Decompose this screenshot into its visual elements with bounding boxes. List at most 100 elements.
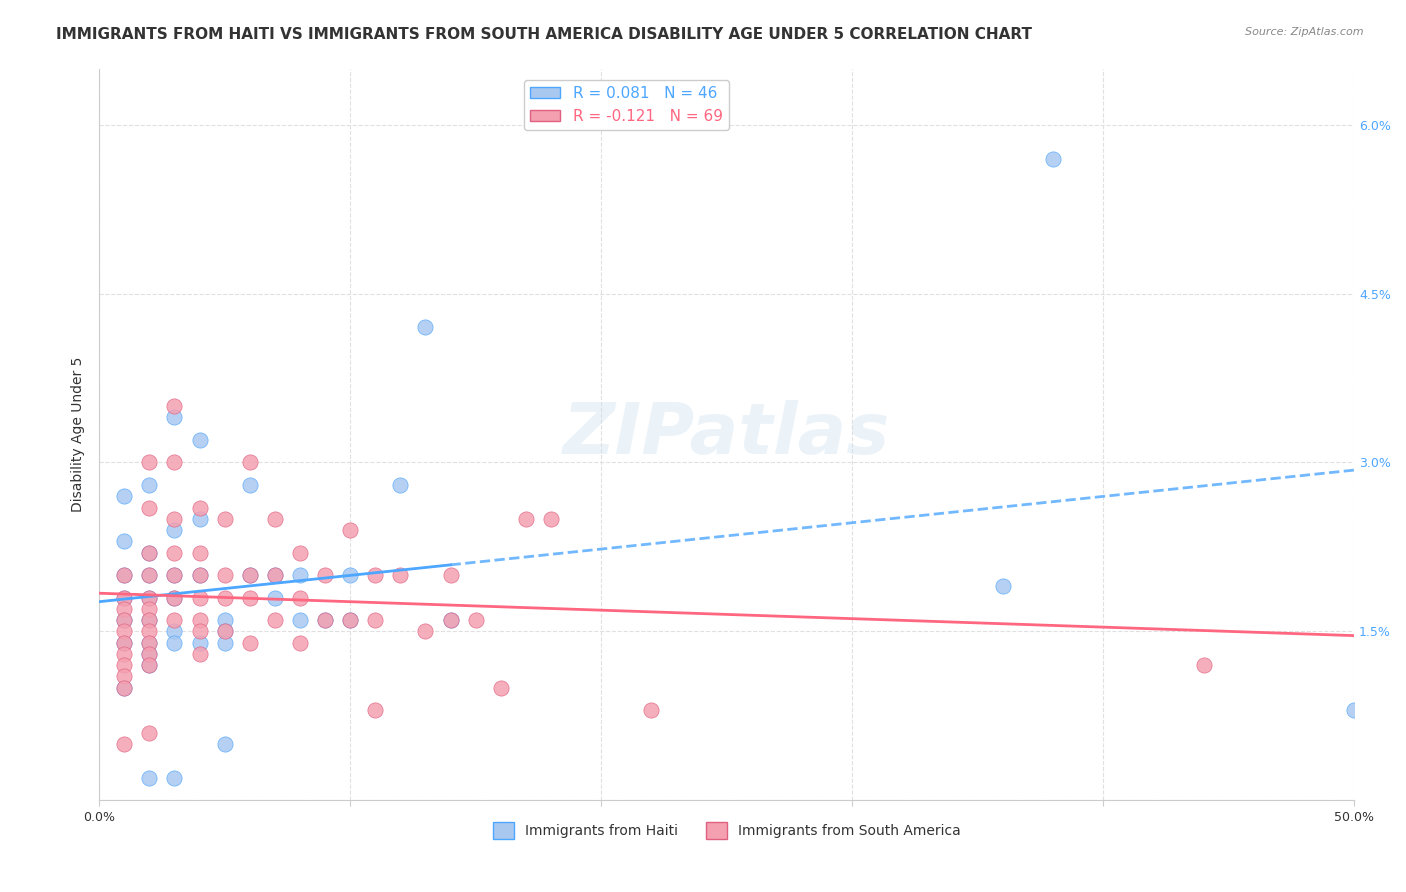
Point xyxy=(138,771,160,785)
Point xyxy=(163,591,186,605)
Point xyxy=(163,613,186,627)
Point xyxy=(188,613,211,627)
Point xyxy=(339,568,361,582)
Point xyxy=(263,568,285,582)
Point xyxy=(163,455,186,469)
Point xyxy=(439,613,461,627)
Point xyxy=(188,624,211,639)
Point xyxy=(163,591,186,605)
Point xyxy=(112,591,135,605)
Point xyxy=(214,568,236,582)
Point xyxy=(138,591,160,605)
Point xyxy=(188,568,211,582)
Point xyxy=(138,725,160,739)
Point xyxy=(288,545,311,559)
Point xyxy=(138,455,160,469)
Point xyxy=(112,591,135,605)
Point xyxy=(214,512,236,526)
Point xyxy=(163,771,186,785)
Point xyxy=(138,635,160,649)
Point xyxy=(991,579,1014,593)
Point xyxy=(163,399,186,413)
Point xyxy=(188,500,211,515)
Point xyxy=(138,647,160,661)
Point xyxy=(1042,152,1064,166)
Point xyxy=(239,568,262,582)
Point xyxy=(288,568,311,582)
Point xyxy=(389,568,412,582)
Point xyxy=(163,523,186,537)
Point xyxy=(214,591,236,605)
Point xyxy=(138,591,160,605)
Point xyxy=(112,602,135,616)
Point xyxy=(138,658,160,673)
Point xyxy=(112,613,135,627)
Point xyxy=(389,478,412,492)
Point xyxy=(163,512,186,526)
Point xyxy=(515,512,537,526)
Point xyxy=(188,568,211,582)
Point xyxy=(464,613,486,627)
Text: ZIPatlas: ZIPatlas xyxy=(562,400,890,469)
Point xyxy=(138,635,160,649)
Point xyxy=(112,647,135,661)
Point xyxy=(163,635,186,649)
Point xyxy=(214,737,236,751)
Point xyxy=(163,545,186,559)
Point xyxy=(112,635,135,649)
Point xyxy=(339,523,361,537)
Point xyxy=(1192,658,1215,673)
Point xyxy=(314,568,336,582)
Point xyxy=(112,624,135,639)
Point xyxy=(339,613,361,627)
Point xyxy=(263,568,285,582)
Point xyxy=(489,681,512,695)
Point xyxy=(138,624,160,639)
Point xyxy=(188,433,211,447)
Point xyxy=(138,647,160,661)
Point xyxy=(314,613,336,627)
Point xyxy=(188,635,211,649)
Point xyxy=(138,545,160,559)
Point xyxy=(112,658,135,673)
Text: IMMIGRANTS FROM HAITI VS IMMIGRANTS FROM SOUTH AMERICA DISABILITY AGE UNDER 5 CO: IMMIGRANTS FROM HAITI VS IMMIGRANTS FROM… xyxy=(56,27,1032,42)
Point xyxy=(439,568,461,582)
Point xyxy=(138,658,160,673)
Point xyxy=(263,613,285,627)
Point xyxy=(640,703,662,717)
Point xyxy=(112,613,135,627)
Point xyxy=(239,635,262,649)
Point xyxy=(112,489,135,503)
Point xyxy=(540,512,562,526)
Point xyxy=(239,591,262,605)
Point xyxy=(239,568,262,582)
Point xyxy=(263,591,285,605)
Point xyxy=(112,737,135,751)
Point xyxy=(239,478,262,492)
Point xyxy=(364,568,387,582)
Point xyxy=(415,624,437,639)
Point xyxy=(214,624,236,639)
Point xyxy=(288,613,311,627)
Legend: Immigrants from Haiti, Immigrants from South America: Immigrants from Haiti, Immigrants from S… xyxy=(488,816,966,845)
Point xyxy=(112,681,135,695)
Point xyxy=(163,624,186,639)
Y-axis label: Disability Age Under 5: Disability Age Under 5 xyxy=(72,357,86,512)
Point xyxy=(188,512,211,526)
Point xyxy=(112,681,135,695)
Point xyxy=(288,635,311,649)
Point xyxy=(163,568,186,582)
Point xyxy=(138,478,160,492)
Point xyxy=(339,613,361,627)
Point xyxy=(163,410,186,425)
Point xyxy=(314,613,336,627)
Point xyxy=(163,568,186,582)
Point xyxy=(188,591,211,605)
Point xyxy=(364,613,387,627)
Point xyxy=(1343,703,1365,717)
Point xyxy=(415,320,437,334)
Point xyxy=(288,591,311,605)
Point xyxy=(112,534,135,549)
Point xyxy=(112,568,135,582)
Point xyxy=(138,568,160,582)
